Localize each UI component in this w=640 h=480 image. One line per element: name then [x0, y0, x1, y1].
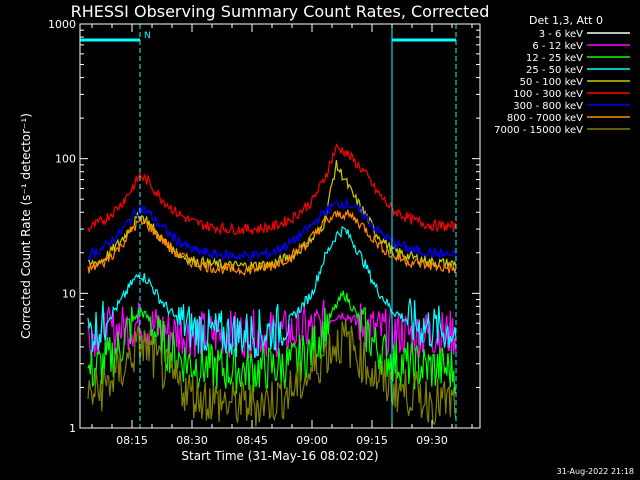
legend-label: 300 - 800 keV: [513, 101, 583, 112]
y-tick-label: 10: [62, 287, 76, 300]
series-line-8: [87, 319, 457, 427]
legend-label: 25 - 50 keV: [526, 65, 583, 76]
legend-label: 7000 - 15000 keV: [494, 125, 583, 136]
series-line-3: [87, 225, 457, 358]
x-tick-label: 09:00: [296, 434, 328, 447]
series-line-6: [87, 198, 457, 262]
x-tick-label: 09:30: [416, 434, 448, 447]
x-axis-label: Start Time (31-May-16 08:02:02): [181, 449, 378, 463]
timestamp: 31-Aug-2022 21:18: [556, 467, 634, 476]
legend-label: 800 - 7000 keV: [507, 113, 583, 124]
legend-label: 3 - 6 keV: [539, 29, 583, 40]
series-line-2: [87, 290, 457, 394]
y-tick-label: 1: [69, 422, 76, 435]
series-line-5: [87, 143, 457, 236]
flare-marker-label: N: [144, 31, 151, 41]
legend-title: Det 1,3, Att 0: [529, 14, 603, 27]
y-axis-label: Corrected Count Rate (s⁻¹ detector⁻¹): [19, 113, 33, 339]
x-tick-label: 09:15: [356, 434, 388, 447]
series-line-7: [87, 209, 457, 277]
x-tick-label: 08:15: [116, 434, 148, 447]
x-tick-label: 08:45: [236, 434, 268, 447]
legend-label: 100 - 300 keV: [513, 89, 583, 100]
series-line-0: [87, 336, 457, 429]
y-tick-label: 100: [55, 153, 76, 166]
legend-label: 50 - 100 keV: [520, 77, 584, 88]
legend-label: 12 - 25 keV: [526, 53, 583, 64]
chart-title: RHESSI Observing Summary Count Rates, Co…: [70, 2, 490, 21]
y-tick-label: 1000: [48, 18, 76, 31]
axes-frame: [79, 23, 481, 429]
x-tick-label: 08:30: [176, 434, 208, 447]
legend-label: 6 - 12 keV: [532, 41, 583, 52]
